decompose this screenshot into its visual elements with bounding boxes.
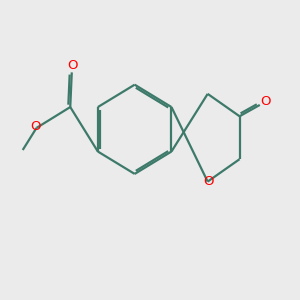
Text: O: O	[261, 95, 271, 108]
Text: O: O	[203, 175, 214, 188]
Text: O: O	[30, 121, 41, 134]
Text: O: O	[67, 59, 77, 73]
